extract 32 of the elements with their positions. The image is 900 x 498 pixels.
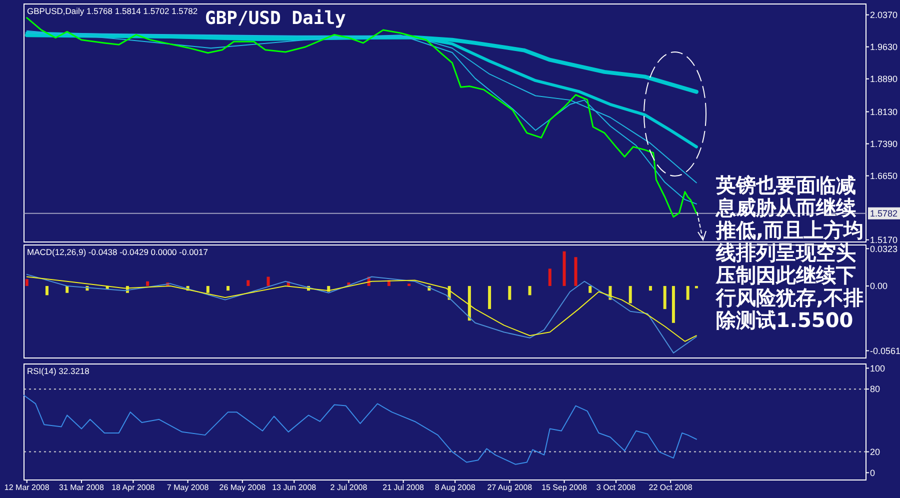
y-tick-label: 2.0370 xyxy=(870,10,898,20)
y-tick-label: 80 xyxy=(870,384,880,394)
annotation: GBPUSD,Daily 1.5768 1.5814 1.5702 1.5782 xyxy=(27,6,198,16)
y-tick-label: 1.8890 xyxy=(870,74,898,84)
x-tick-label: 21 Jul 2008 xyxy=(382,483,425,492)
chart-title: GBP/USD Daily xyxy=(205,8,346,29)
annotation: RSI(14) 32.3218 xyxy=(27,366,90,376)
x-tick-label: 8 Aug 2008 xyxy=(434,483,476,492)
x-tick-label: 12 Mar 2008 xyxy=(4,483,50,492)
y-tick-label: 1.9630 xyxy=(870,42,898,52)
annotation: MACD(12,26,9) -0.0438 -0.0429 0.0000 -0.0017 xyxy=(27,247,208,257)
y-tick-label: 1.8130 xyxy=(870,106,898,117)
x-tick-label: 13 Jun 2008 xyxy=(272,483,317,492)
y-tick-label: -0.0561 xyxy=(870,346,900,356)
y-tick-label: 1.6650 xyxy=(870,170,898,181)
x-tick-label: 15 Sep 2008 xyxy=(542,483,588,492)
y-tick-label: 100 xyxy=(870,363,886,374)
y-tick-label: 0.00 xyxy=(870,281,888,292)
x-tick-label: 7 May 2008 xyxy=(166,483,210,492)
x-tick-label: 3 Oct 2008 xyxy=(596,483,636,492)
y-tick-label: 0.0323 xyxy=(870,244,898,254)
x-tick-label: 22 Oct 2008 xyxy=(648,483,693,492)
y-tick-label: 20 xyxy=(870,446,880,457)
x-tick-label: 31 Mar 2008 xyxy=(59,483,104,492)
x-tick-label: 18 Apr 2008 xyxy=(112,483,156,492)
y-tick-label: 0 xyxy=(870,468,876,478)
x-tick-label: 2 Jul 2008 xyxy=(330,483,368,492)
x-tick-label: 26 May 2008 xyxy=(219,483,266,492)
x-tick-label: 27 Aug 2008 xyxy=(487,483,533,492)
y-tick-label: 1.5170 xyxy=(870,234,898,245)
ref-line-label: 1.5782 xyxy=(870,208,898,219)
y-tick-label: 1.7390 xyxy=(870,138,898,149)
